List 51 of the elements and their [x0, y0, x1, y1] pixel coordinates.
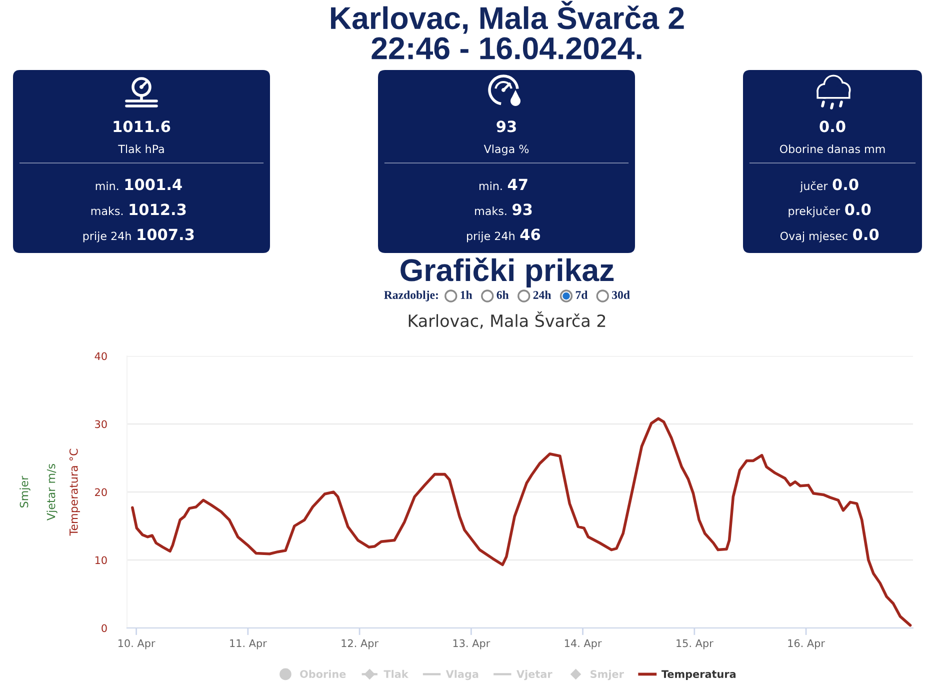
y-tick-label: 40: [94, 352, 107, 360]
category-label: prije 24h: [83, 232, 131, 242]
category-label: 24h: [533, 290, 552, 299]
text: Karlovac, Mala Švarča 2: [331, 0, 684, 34]
category-label: 30d: [612, 290, 630, 299]
text: Razdoblje:: [384, 290, 438, 302]
category-label: Ovaj mjesec: [780, 232, 848, 242]
x-tick-label: 15. Apr: [676, 639, 714, 650]
y2-axis-title: Vjetar m/s: [46, 464, 58, 520]
data-label: 93: [496, 120, 516, 132]
x-tick-label: 10. Apr: [118, 639, 156, 650]
category-label: maks.: [91, 206, 123, 216]
category-label: Oborine danas mm: [780, 144, 885, 154]
x-tick-label: 14. Apr: [564, 639, 602, 650]
data-label: 1011.6: [114, 120, 170, 132]
y-tick-label: 0: [102, 624, 107, 632]
data-label: 0.0: [845, 204, 871, 216]
text: Grafički prikaz: [400, 258, 614, 288]
data-label: 0.0: [820, 120, 846, 132]
category-label: Vlaga %: [484, 144, 529, 156]
category-label: prekjučer: [788, 206, 840, 218]
category-label: min.: [96, 182, 118, 190]
data-label: 0.0: [853, 228, 879, 240]
category-label: min.: [480, 182, 502, 190]
data-label: 1001.4: [125, 178, 182, 190]
category-label: jučer: [800, 181, 828, 192]
y3-axis-title: Smjer: [20, 476, 30, 508]
data-label: 1007.3: [138, 228, 194, 240]
category-label: maks.: [475, 206, 506, 216]
y-tick-label: 30: [95, 420, 107, 428]
x-tick-label: 11. Apr: [230, 639, 267, 650]
category-label: Tlak hPa: [118, 144, 164, 154]
line-series: [131, 417, 912, 627]
chart-title: Karlovac, Mala Švarča 2: [408, 311, 606, 329]
data-label: 93: [512, 204, 532, 216]
category-label: 1h: [460, 290, 472, 299]
y-axis-title: Temperatura °C: [69, 448, 80, 536]
x-tick-label: 16. Apr: [788, 639, 825, 650]
category-label: 7d: [576, 290, 588, 299]
data-label: 1012.3: [130, 204, 186, 216]
category-label: 6h: [496, 290, 509, 299]
text: 22:46 - 16.04.2024.: [372, 37, 642, 60]
data-label: 0.0: [832, 178, 858, 190]
data-label: 46: [520, 228, 540, 240]
x-tick-label: 13. Apr: [453, 639, 490, 650]
y-tick-label: 20: [95, 488, 107, 496]
data-label: 47: [508, 178, 528, 190]
legend-label: Temperatura: [661, 670, 736, 680]
x-tick-label: 12. Apr: [342, 639, 378, 650]
category-label: prije 24h: [467, 232, 514, 242]
y-tick-label: 10: [95, 556, 107, 564]
